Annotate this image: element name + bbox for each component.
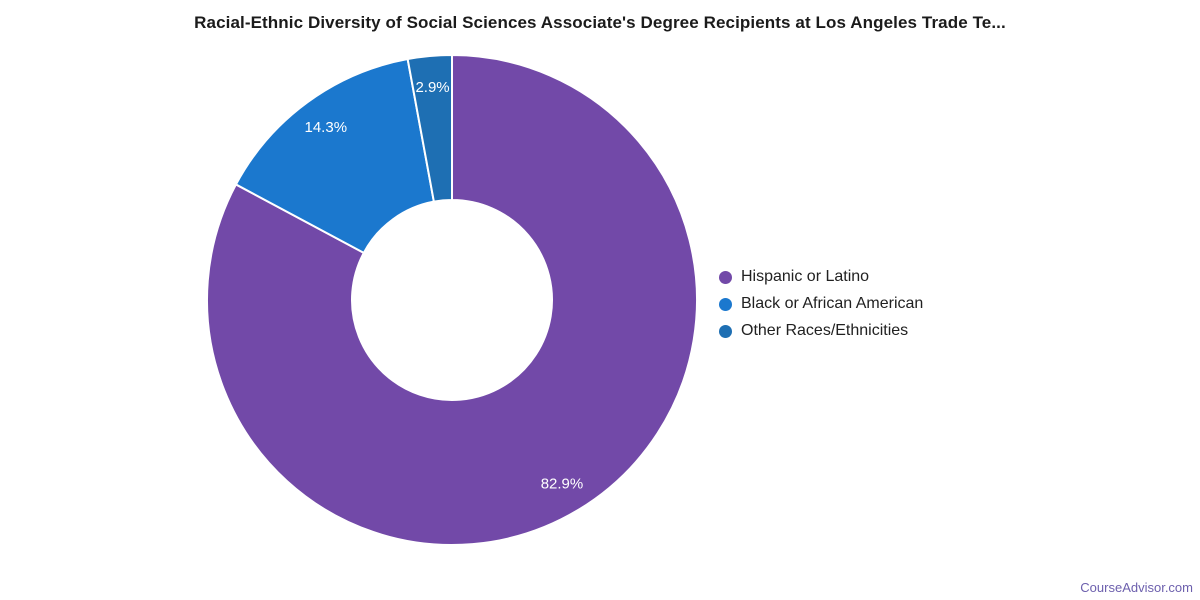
pie-slice-black-or-african-american[interactable] xyxy=(234,58,435,254)
courseadvisor-link[interactable]: CourseAdvisor.com xyxy=(1080,580,1193,595)
legend-item-other-races-ethnicities[interactable]: Other Races/Ethnicities xyxy=(719,320,923,342)
legend-marker-icon xyxy=(719,270,732,284)
chart-legend: Hispanic or Latino Black or African Ameri… xyxy=(719,266,923,342)
legend-item-hispanic-or-latino[interactable]: Hispanic or Latino xyxy=(719,266,923,288)
chart-title: Racial-Ethnic Diversity of Social Scienc… xyxy=(194,13,1006,32)
pie-slice-hispanic-or-latino[interactable] xyxy=(206,54,698,546)
legend-item-label: Hispanic or Latino xyxy=(741,268,870,285)
legend-item-label: Black or African American xyxy=(741,295,924,312)
legend-item-label: Other Races/Ethnicities xyxy=(741,322,909,339)
legend-marker-icon xyxy=(719,297,732,311)
legend-item-black-or-african-american[interactable]: Black or African American xyxy=(719,293,923,315)
pie-slice-other-races-ethnicities[interactable] xyxy=(406,54,453,203)
legend-marker-icon xyxy=(719,324,732,338)
